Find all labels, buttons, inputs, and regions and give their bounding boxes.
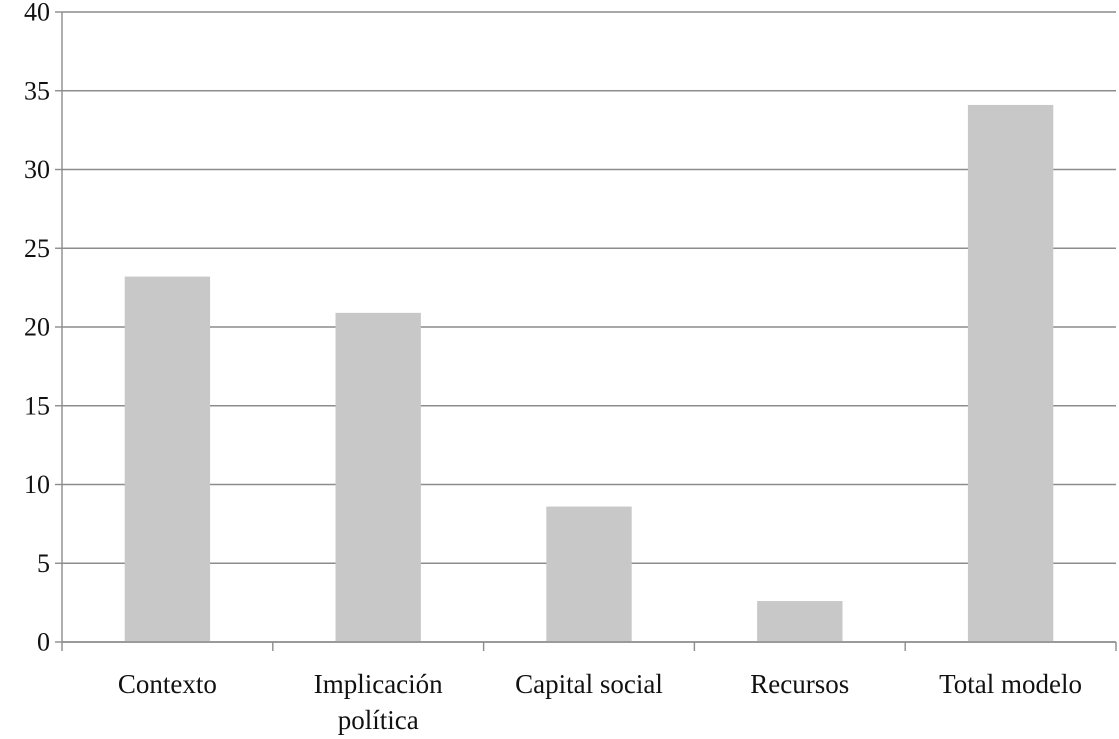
bar	[967, 104, 1054, 643]
x-category-label-line: Total modelo	[939, 669, 1082, 699]
bars	[124, 104, 1054, 643]
y-tick-label: 30	[24, 155, 50, 184]
gridlines	[62, 11, 1116, 643]
x-category-label: Total modelo	[939, 669, 1082, 699]
bar	[546, 506, 632, 642]
y-tick-label: 10	[24, 470, 50, 499]
x-category-label: Recursos	[750, 669, 849, 699]
x-category-label-line: Contexto	[118, 669, 217, 699]
y-tick-label: 5	[37, 549, 50, 578]
y-tick-label: 15	[24, 391, 50, 420]
x-category-labels: Contexto Implicación política Capital socia…	[118, 669, 1082, 735]
y-tick-label: 20	[24, 313, 50, 342]
y-tick-labels: 0 5 10 15 20 25 30 35 40	[24, 0, 50, 657]
x-category-label: Implicación política	[314, 669, 443, 735]
x-category-label-line: Capital social	[515, 669, 663, 699]
axes	[55, 11, 1117, 651]
y-tick-label: 0	[37, 628, 50, 657]
x-category-label-line: política	[338, 705, 419, 735]
bar	[335, 312, 421, 642]
x-category-label: Contexto	[118, 669, 217, 699]
bar	[124, 276, 211, 642]
y-tick-label: 25	[24, 234, 50, 263]
bar	[757, 601, 843, 642]
x-category-label-line: Recursos	[750, 669, 849, 699]
x-category-label: Capital social	[515, 669, 663, 699]
y-tick-label: 35	[24, 76, 50, 105]
x-category-label-line: Implicación	[314, 669, 443, 699]
y-tick-label: 40	[24, 0, 50, 27]
